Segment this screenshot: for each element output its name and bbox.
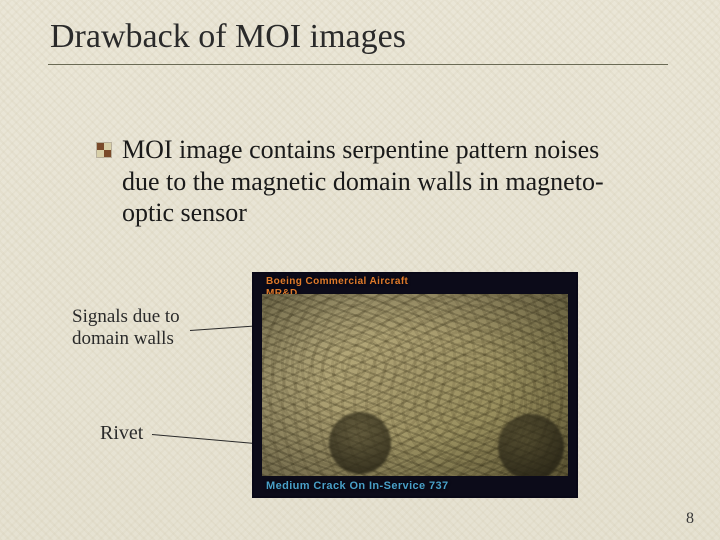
bullet-icon xyxy=(96,142,112,158)
label-rivet: Rivet xyxy=(100,422,143,445)
slide-title: Drawback of MOI images xyxy=(50,18,406,56)
moi-sensor-region xyxy=(262,294,568,476)
moi-image: Boeing Commercial Aircraft MR&D Medium C… xyxy=(252,272,578,498)
title-underline xyxy=(48,64,668,65)
vignette xyxy=(262,294,568,476)
slide: Drawback of MOI images MOI image contain… xyxy=(0,0,720,540)
page-number: 8 xyxy=(686,510,694,528)
bullet-text: MOI image contains serpentine pattern no… xyxy=(122,134,616,229)
bullet-item: MOI image contains serpentine pattern no… xyxy=(96,134,616,229)
moi-caption-top1: Boeing Commercial Aircraft xyxy=(266,276,408,287)
bullet-block: MOI image contains serpentine pattern no… xyxy=(96,134,616,229)
moi-caption-bottom: Medium Crack On In-Service 737 xyxy=(266,480,449,492)
label-domain-walls: Signals due to domain walls xyxy=(72,306,222,350)
